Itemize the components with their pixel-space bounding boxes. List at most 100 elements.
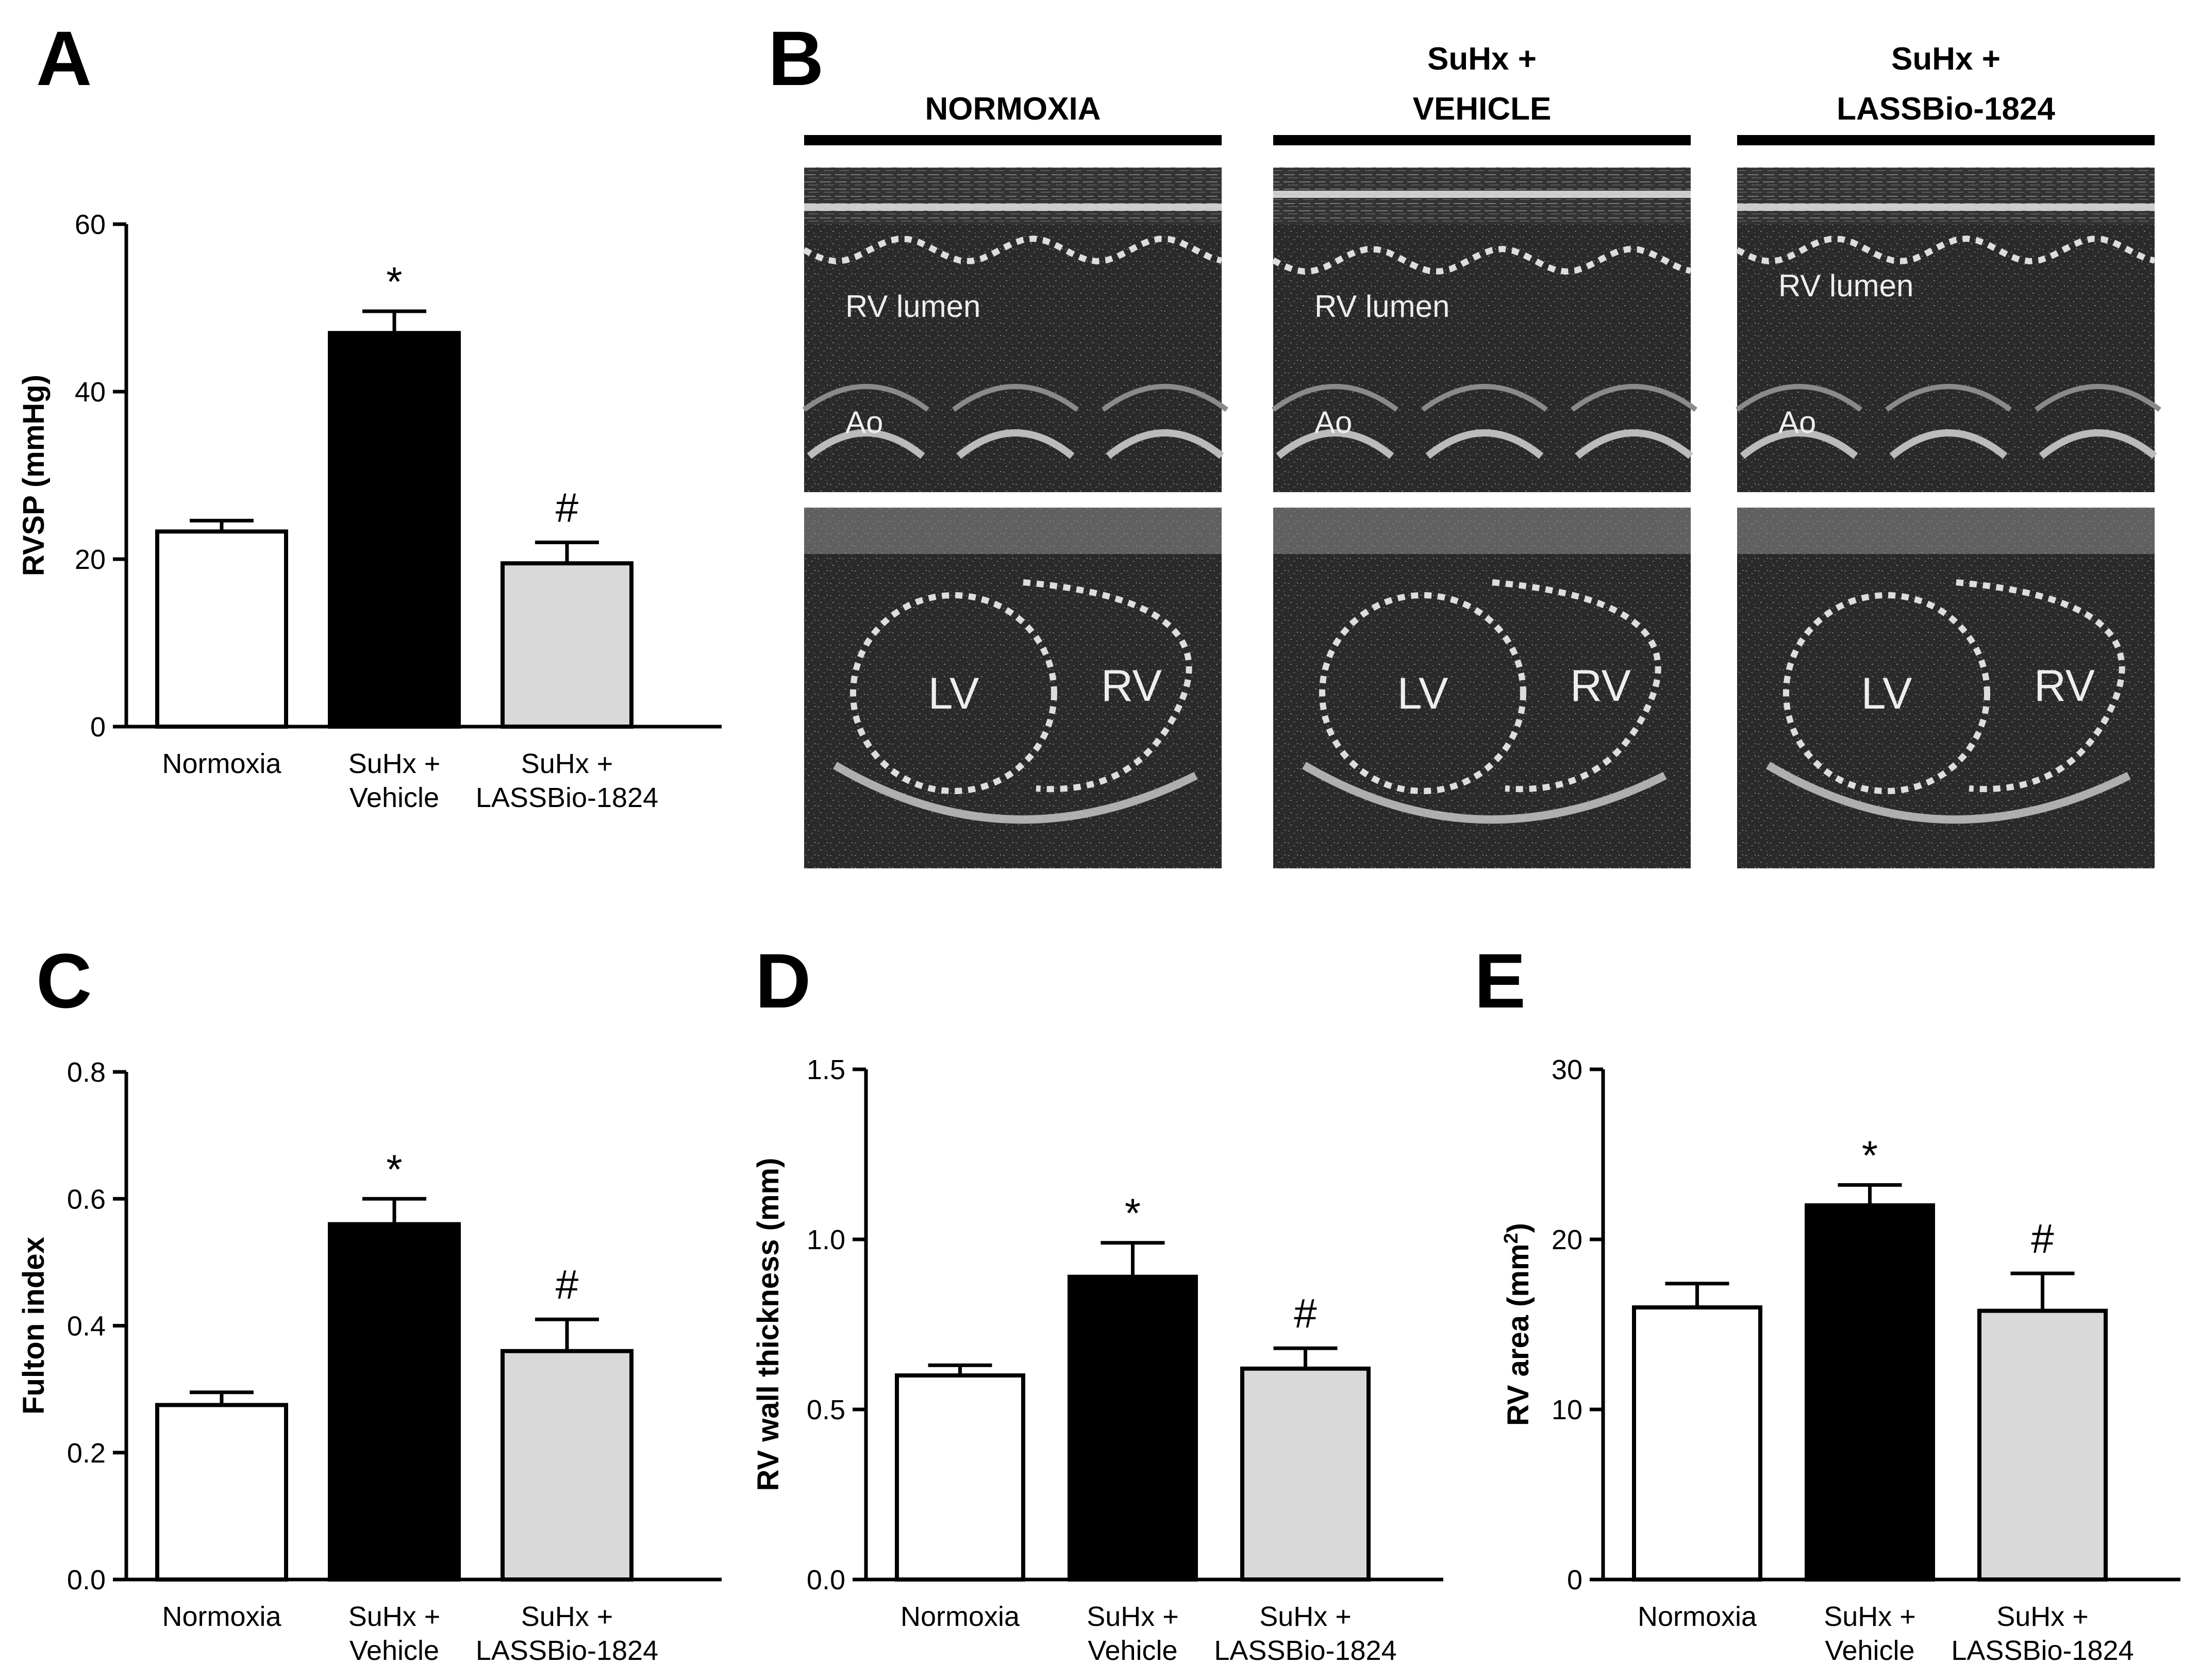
echo-header-suhx-vehicle: VEHICLE <box>1413 91 1552 127</box>
echo-panel: NORMOXIA RV lumen Ao LV RV SuHx + VEHICLE RV lu… <box>803 41 2161 868</box>
category-label: SuHx + <box>1087 1601 1179 1632</box>
significance-marker-suhx-lassbio: # <box>556 485 579 531</box>
lv-dotted-border <box>850 592 1057 794</box>
significance-marker-suhx-vehicle: * <box>386 1146 402 1192</box>
label-lv: LV <box>928 669 979 718</box>
label-rv: RV <box>1570 661 1631 711</box>
category-label: LASSBio-1824 <box>1951 1635 2134 1666</box>
echo-header-suhx-lassbio: SuHx + <box>1891 41 2001 77</box>
panel-letter-a: A <box>36 15 92 102</box>
category-label: Normoxia <box>162 1601 281 1632</box>
bar-suhx-lassbio <box>501 1349 634 1582</box>
bar-suhx-lassbio <box>1240 1366 1371 1582</box>
panel-letter-e: E <box>1474 937 1526 1024</box>
category-label: LASSBio-1824 <box>476 782 658 813</box>
label-ao: Ao <box>1778 405 1816 440</box>
label-ao: Ao <box>1314 405 1352 440</box>
bar-normoxia <box>155 1403 288 1582</box>
echo-header-suhx-vehicle: SuHx + <box>1427 41 1537 77</box>
y-tick-label: 0.6 <box>67 1184 106 1215</box>
rv-dotted-border <box>1023 579 1192 793</box>
y-tick-label: 0.8 <box>67 1057 106 1088</box>
echo-header-bar <box>804 135 1222 145</box>
echo-header-normoxia: NORMOXIA <box>925 91 1101 127</box>
y-tick-label: 60 <box>75 209 106 240</box>
significance-marker-suhx-vehicle: * <box>386 259 402 305</box>
echo-header-bar <box>1273 135 1691 145</box>
label-rv: RV <box>1101 661 1162 711</box>
category-label: Normoxia <box>162 748 281 779</box>
bar-suhx-vehicle <box>328 331 461 729</box>
bmode-image-suhx-lassbio: LV RV <box>1737 508 2155 868</box>
y-tick-label: 0.4 <box>67 1311 106 1342</box>
rv-dotted-border <box>1492 579 1661 793</box>
y-tick-label: 0.0 <box>807 1565 845 1595</box>
panel-letter-c: C <box>36 937 92 1024</box>
bmode-image-suhx-vehicle: LV RV <box>1273 508 1691 868</box>
significance-marker-suhx-lassbio: # <box>1294 1290 1317 1336</box>
bar-suhx-vehicle <box>1068 1274 1198 1582</box>
y-tick-label: 0.2 <box>67 1438 106 1469</box>
y-tick-label: 40 <box>75 377 106 408</box>
y-tick-label: 0 <box>1567 1565 1582 1595</box>
bar-normoxia <box>155 529 288 729</box>
y-axis-title: RVSP (mmHg) <box>17 375 51 576</box>
category-label: Vehicle <box>349 1635 439 1666</box>
category-label: Vehicle <box>1088 1635 1177 1666</box>
y-tick-label: 1.0 <box>807 1224 845 1255</box>
category-label: Normoxia <box>901 1601 1020 1632</box>
bar-suhx-lassbio <box>501 561 634 729</box>
y-tick-label: 10 <box>1552 1395 1582 1425</box>
panel-letter-b: B <box>768 15 824 102</box>
lv-dotted-border <box>1783 592 1990 794</box>
category-label: SuHx + <box>1996 1601 2089 1632</box>
significance-marker-suhx-vehicle: * <box>1125 1190 1141 1236</box>
category-label: SuHx + <box>521 748 613 779</box>
echo-header-bar <box>1737 135 2155 145</box>
y-axis-title: RV wall thickness (mm) <box>752 1158 785 1491</box>
lv-dotted-border <box>1319 592 1526 794</box>
category-label: SuHx + <box>348 748 441 779</box>
y-tick-label: 30 <box>1552 1054 1582 1085</box>
category-label: Vehicle <box>1825 1635 1914 1666</box>
bar-suhx-vehicle <box>328 1222 461 1582</box>
category-label: Normoxia <box>1638 1601 1757 1632</box>
y-tick-label: 0.5 <box>807 1395 845 1425</box>
category-label: LASSBio-1824 <box>1214 1635 1396 1666</box>
y-axis-title: RV area (mm2) <box>1501 1223 1535 1426</box>
label-lv: LV <box>1861 669 1912 718</box>
label-rv: RV <box>2034 661 2095 711</box>
mmode-image-normoxia: RV lumen Ao <box>803 167 1228 492</box>
label-rv-lumen: RV lumen <box>1314 289 1449 324</box>
bmode-image-normoxia: LV RV <box>804 508 1222 868</box>
category-label: SuHx + <box>1824 1601 1916 1632</box>
significance-marker-suhx-vehicle: * <box>1862 1132 1878 1178</box>
rv-dotted-border <box>1956 579 2125 793</box>
bar-suhx-vehicle <box>1805 1203 1935 1582</box>
label-lv: LV <box>1397 669 1448 718</box>
bar-normoxia <box>895 1373 1025 1582</box>
category-label: SuHx + <box>348 1601 441 1632</box>
mmode-image-suhx-lassbio: RV lumen Ao <box>1736 167 2161 492</box>
panel-letter-d: D <box>755 937 811 1024</box>
bar-normoxia <box>1632 1305 1762 1582</box>
category-label: SuHx + <box>1259 1601 1352 1632</box>
significance-marker-suhx-lassbio: # <box>556 1262 579 1307</box>
category-label: LASSBio-1824 <box>476 1635 658 1666</box>
y-tick-label: 1.5 <box>807 1054 845 1085</box>
bar-suhx-lassbio <box>1977 1308 2108 1582</box>
label-rv-lumen: RV lumen <box>1778 268 1913 303</box>
label-rv-lumen: RV lumen <box>845 289 980 324</box>
mmode-image-suhx-vehicle: RV lumen Ao <box>1272 167 1697 492</box>
label-ao: Ao <box>845 405 883 440</box>
y-tick-label: 0 <box>90 712 106 743</box>
echo-header-suhx-lassbio: LASSBio-1824 <box>1837 91 2055 127</box>
y-tick-label: 0.0 <box>67 1565 106 1595</box>
y-axis-title: Fulton index <box>17 1237 51 1415</box>
significance-marker-suhx-lassbio: # <box>2031 1216 2054 1262</box>
